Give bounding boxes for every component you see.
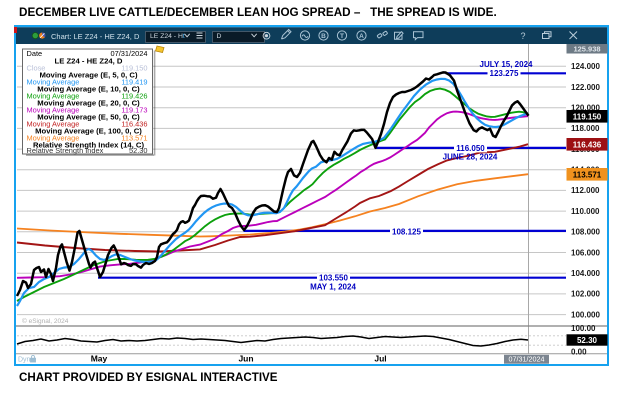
svg-text:Jun: Jun — [238, 353, 253, 363]
svg-text:JULY 15, 2024: JULY 15, 2024 — [480, 60, 533, 69]
svg-text:125.938: 125.938 — [573, 44, 600, 53]
svg-text:119.426: 119.426 — [121, 91, 147, 100]
svg-text:JUNE 28, 2024: JUNE 28, 2024 — [443, 152, 498, 161]
svg-text:T: T — [340, 33, 344, 40]
svg-text:Moving Average: Moving Average — [27, 133, 80, 142]
svg-text:Moving Average (E, 5, 0, C): Moving Average (E, 5, 0, C) — [39, 70, 138, 79]
svg-text:110.000: 110.000 — [571, 207, 600, 216]
svg-text:Relative Strength Index: Relative Strength Index — [27, 146, 104, 155]
svg-text:Moving Average: Moving Average — [27, 91, 80, 100]
svg-text:07/31/2024: 07/31/2024 — [111, 49, 148, 58]
svg-text:119.150: 119.150 — [573, 113, 602, 122]
svg-text:103.550: 103.550 — [319, 274, 348, 283]
svg-text:Moving Average (E, 100, 0, C): Moving Average (E, 100, 0, C) — [35, 126, 142, 135]
svg-text:116.050: 116.050 — [456, 144, 485, 153]
svg-text:Moving Average (E, 20, 0, C): Moving Average (E, 20, 0, C) — [37, 98, 140, 107]
svg-text:52.30: 52.30 — [129, 146, 148, 155]
svg-text:0.00: 0.00 — [571, 348, 587, 357]
svg-text:Dyn: Dyn — [18, 357, 31, 364]
svg-text:104.000: 104.000 — [571, 269, 600, 278]
svg-text:A: A — [359, 33, 364, 40]
svg-text:B: B — [321, 33, 326, 40]
svg-text:124.000: 124.000 — [571, 62, 600, 71]
svg-text:113.571: 113.571 — [121, 133, 147, 142]
svg-text:100.000: 100.000 — [571, 310, 600, 319]
svg-text:Jul: Jul — [374, 353, 386, 363]
svg-text:Relative Strength Index (14, C: Relative Strength Index (14, C) — [33, 140, 145, 149]
svg-text:100.00: 100.00 — [571, 324, 596, 333]
svg-text:MAY 1, 2024: MAY 1, 2024 — [310, 282, 356, 291]
svg-text:119.150: 119.150 — [121, 63, 147, 72]
svg-text:116.436: 116.436 — [121, 119, 147, 128]
svg-text:122.000: 122.000 — [571, 83, 600, 92]
svg-text:07/31/2024: 07/31/2024 — [509, 355, 545, 364]
svg-text:120.000: 120.000 — [571, 104, 600, 113]
svg-text:?: ? — [520, 31, 525, 41]
svg-text:Moving Average: Moving Average — [27, 119, 80, 128]
svg-text:118.000: 118.000 — [571, 124, 600, 133]
svg-text:Date: Date — [27, 49, 43, 58]
svg-text:Moving Average (E, 50, 0, C): Moving Average (E, 50, 0, C) — [37, 112, 140, 121]
svg-text:106.000: 106.000 — [571, 248, 600, 257]
svg-text:119.173: 119.173 — [121, 105, 147, 114]
svg-text:LE Z24 - HE Z24, D: LE Z24 - HE Z24, D — [55, 56, 123, 65]
svg-text:© eSignal, 2024: © eSignal, 2024 — [22, 317, 69, 325]
svg-text:108.000: 108.000 — [571, 228, 600, 237]
svg-text:Moving Average: Moving Average — [27, 77, 80, 86]
svg-text:Moving Average (E, 10, 0, C): Moving Average (E, 10, 0, C) — [37, 84, 140, 93]
svg-text:May: May — [91, 353, 108, 363]
svg-text:Close: Close — [27, 63, 46, 72]
svg-text:112.000: 112.000 — [571, 186, 600, 195]
svg-text:108.125: 108.125 — [392, 227, 421, 236]
svg-text:113.571: 113.571 — [573, 171, 602, 180]
svg-text:116.436: 116.436 — [573, 141, 602, 150]
svg-text:102.000: 102.000 — [571, 290, 600, 299]
svg-text:Moving Average: Moving Average — [27, 105, 80, 114]
svg-text:123.275: 123.275 — [490, 69, 519, 78]
svg-text:119.419: 119.419 — [121, 77, 147, 86]
svg-text:52.30: 52.30 — [577, 336, 598, 345]
